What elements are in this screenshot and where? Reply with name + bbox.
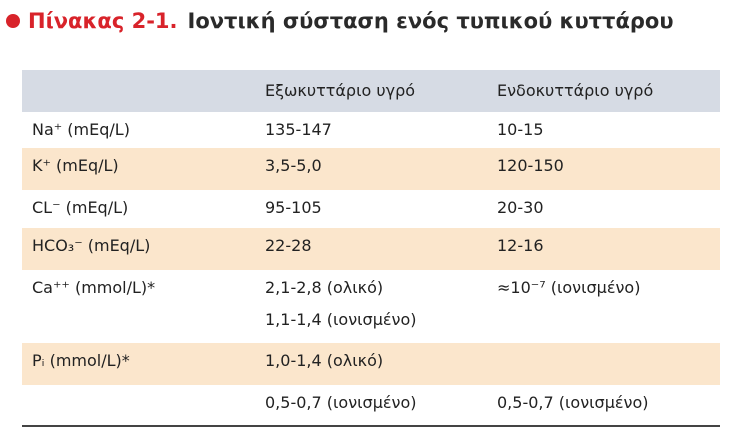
table-title: Ιοντική σύσταση ενός τυπικού κυττάρου — [187, 9, 674, 33]
header-row: Εξωκυττάριο υγρό Ενδοκυττάριο υγρό — [22, 70, 720, 112]
table-row: 0,5-0,7 (ιονισμένο) 0,5-0,7 (ιονισμένο) — [22, 385, 720, 425]
table-row: CL⁻ (mEq/L) 95-105 20-30 — [22, 190, 720, 228]
row-label: K⁺ (mEq/L) — [32, 156, 119, 175]
intracellular-value: 12-16 — [497, 236, 544, 255]
table-row: Ca⁺⁺ (mmol/L)* 2,1-2,8 (ολικό) 1,1-1,4 (ιο… — [22, 270, 720, 343]
row-label: Ca⁺⁺ (mmol/L)* — [32, 278, 156, 297]
table-row: Pᵢ (mmol/L)* 1,0-1,4 (ολικό) — [22, 343, 720, 385]
row-label: HCO₃⁻ (mEq/L) — [32, 236, 151, 255]
extracellular-value: 22-28 — [265, 236, 312, 255]
intracellular-value: 0,5-0,7 (ιονισμένο) — [497, 393, 649, 412]
extracellular-value: 1,1-1,4 (ιονισμένο) — [265, 310, 417, 329]
header-cell: Εξωκυττάριο υγρό — [265, 81, 416, 100]
table: Εξωκυττάριο υγρό Ενδοκυττάριο υγρό Na⁺ (… — [22, 70, 720, 427]
extracellular-value: 0,5-0,7 (ιονισμένο) — [265, 393, 417, 412]
intracellular-value: ≈10⁻⁷ (ιονισμένο) — [497, 278, 641, 297]
title: Πίνακας 2-1. Ιοντική σύσταση ενός τυπικού… — [6, 6, 706, 36]
row-label: CL⁻ (mEq/L) — [32, 198, 129, 217]
intracellular-value: 120-150 — [497, 156, 564, 175]
extracellular-value: 3,5-5,0 — [265, 156, 322, 175]
bullet — [6, 14, 20, 28]
intracellular-value: 20-30 — [497, 198, 544, 217]
extracellular-value: 2,1-2,8 (ολικό) — [265, 278, 384, 297]
extracellular-value: 1,0-1,4 (ολικό) — [265, 351, 384, 370]
extracellular-value: 95-105 — [265, 198, 322, 217]
row-label: Na⁺ (mEq/L) — [32, 120, 130, 139]
table-number: Πίνακας 2-1. — [28, 9, 178, 33]
header-cell: Ενδοκυττάριο υγρό — [497, 81, 654, 100]
table-row: Na⁺ (mEq/L) 135-147 10-15 — [22, 112, 720, 148]
table-row: HCO₃⁻ (mEq/L) 22-28 12-16 — [22, 228, 720, 270]
row-label: Pᵢ (mmol/L)* — [32, 351, 130, 370]
intracellular-value: 10-15 — [497, 120, 544, 139]
table-row: K⁺ (mEq/L) 3,5-5,0 120-150 — [22, 148, 720, 190]
extracellular-value: 135-147 — [265, 120, 332, 139]
